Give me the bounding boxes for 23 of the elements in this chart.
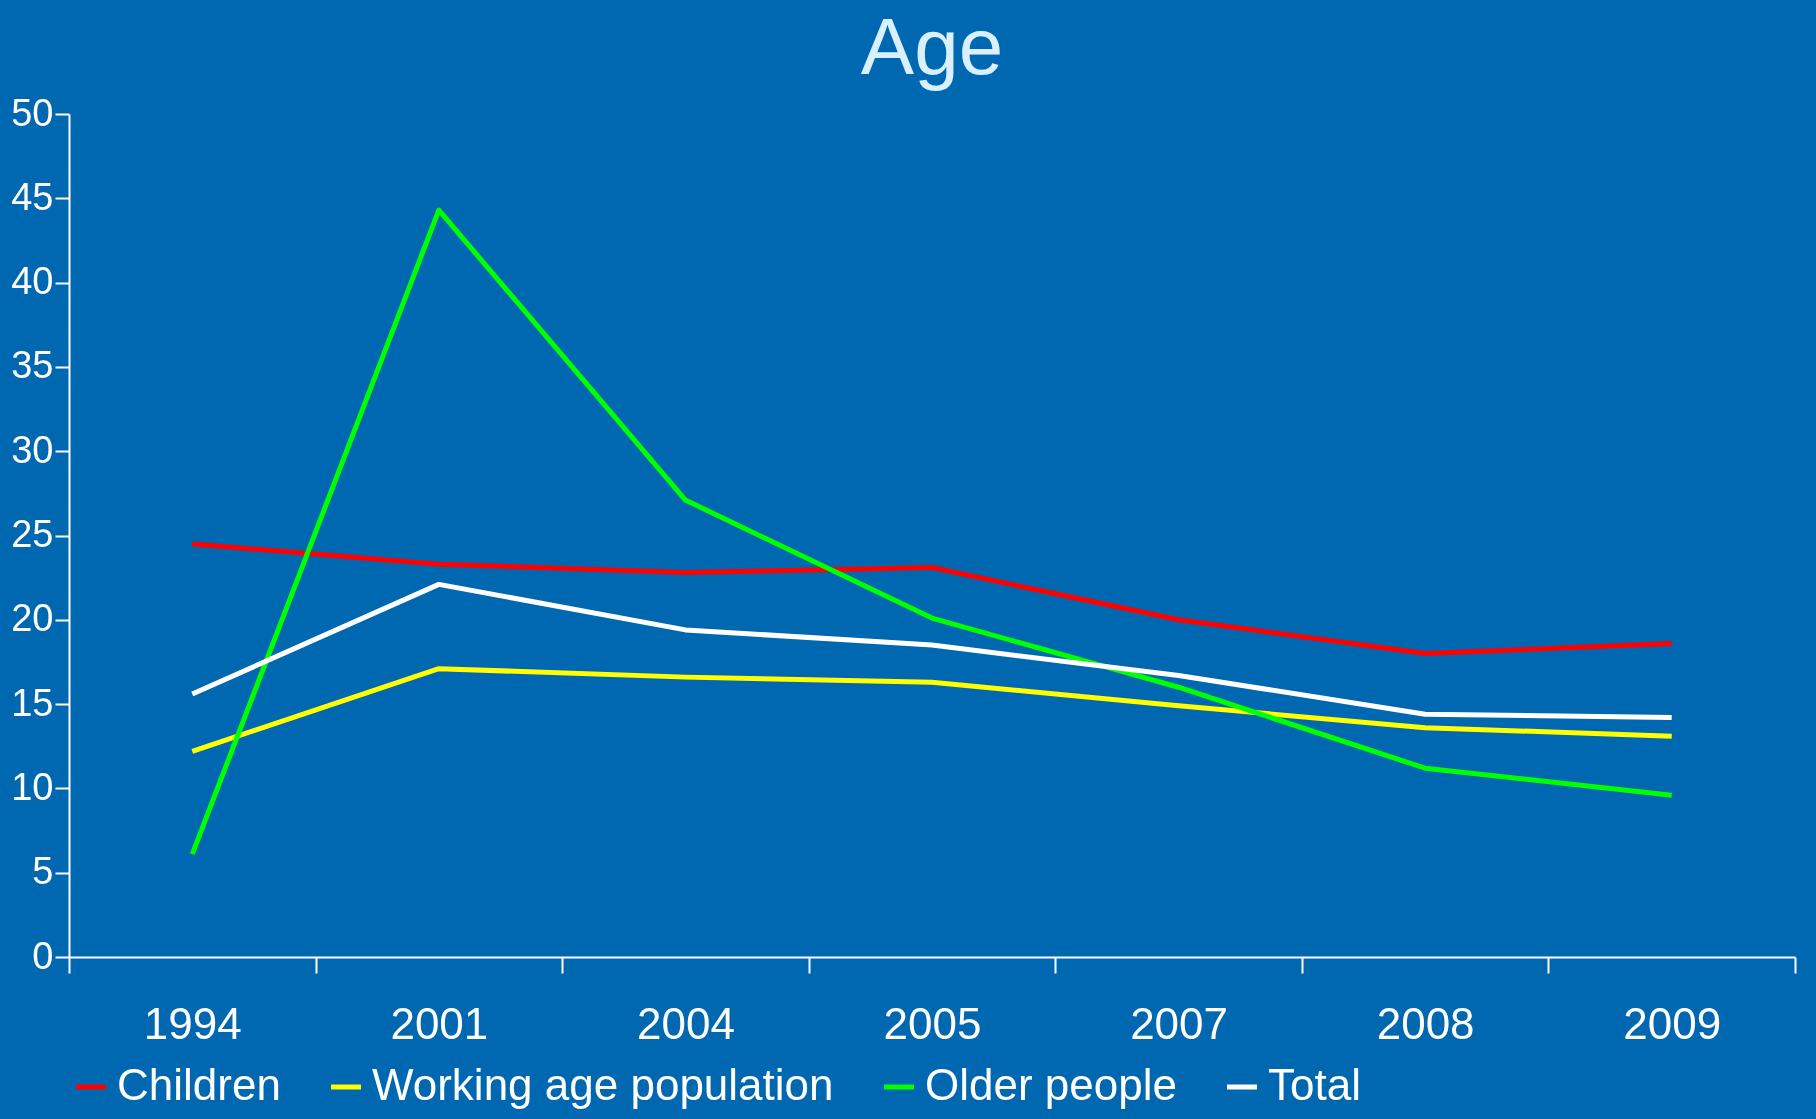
y-tick-label: 25 (11, 513, 54, 555)
y-tick-label: 30 (11, 428, 54, 471)
y-tick-label: 45 (11, 175, 54, 218)
chart-title: Age (860, 2, 1004, 91)
x-tick-label: 2001 (390, 998, 489, 1048)
legend-label: Working age population (372, 1060, 834, 1109)
x-tick-label: 2008 (1376, 998, 1475, 1048)
x-tick-label: 1994 (143, 998, 242, 1048)
y-tick-label: 10 (11, 765, 54, 808)
x-tick-label: 2004 (636, 998, 735, 1048)
legend-label: Older people (925, 1060, 1177, 1109)
x-tick-label: 2007 (1130, 998, 1229, 1048)
x-tick-label: 2009 (1623, 998, 1722, 1048)
y-tick-label: 50 (11, 91, 54, 134)
legend-label: Children (117, 1060, 281, 1109)
y-tick-label: 35 (11, 344, 54, 387)
y-tick-label: 40 (11, 260, 54, 303)
y-tick-label: 0 (32, 934, 54, 977)
y-tick-label: 5 (32, 850, 54, 893)
y-tick-label: 15 (11, 681, 54, 724)
y-tick-label: 20 (11, 597, 54, 640)
legend-label: Total (1268, 1060, 1361, 1109)
x-tick-label: 2005 (883, 998, 982, 1048)
